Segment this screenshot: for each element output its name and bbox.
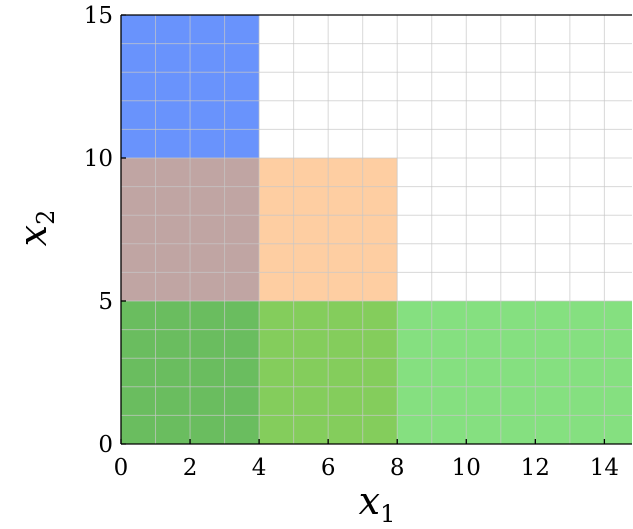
axes [120, 14, 632, 445]
y-tick-label: 0 [98, 432, 113, 458]
x-tick-label: 0 [114, 455, 129, 481]
tick-labels: 0 2 4 6 8 10 12 14 0 5 10 15 [84, 3, 619, 481]
x-tick-label: 12 [521, 455, 550, 481]
y-tick-label: 15 [84, 3, 113, 29]
y-tick-label: 10 [84, 146, 113, 172]
x-tick-label: 8 [390, 455, 405, 481]
x-axis-label: x1 [359, 479, 396, 528]
x-tick-label: 6 [321, 455, 336, 481]
y-tick-label: 5 [98, 289, 113, 315]
x-tick-label: 2 [183, 455, 198, 481]
y-axis-label: x2 [11, 210, 60, 247]
x-tick-label: 4 [252, 455, 267, 481]
regions [120, 14, 632, 445]
region-5 [397, 301, 632, 444]
x-tick-label: 10 [452, 455, 481, 481]
x-tick-label: 14 [590, 455, 619, 481]
